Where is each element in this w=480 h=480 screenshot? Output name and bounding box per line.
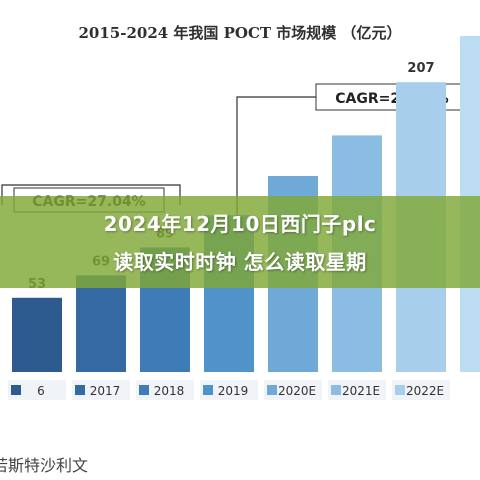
x-label-2018: 2018 (154, 384, 185, 398)
x-label-swatch-2019 (203, 385, 213, 395)
overlay-line-2: 读取实时时钟 怎么读取星期 (113, 250, 367, 274)
x-label-swatch-2016 (11, 385, 21, 395)
x-label-box-2017 (72, 380, 130, 400)
x-label-2022E: 2022E (406, 384, 444, 398)
x-label-box-2019 (200, 380, 258, 400)
x-label-swatch-2021E (331, 385, 341, 395)
bar-2016 (12, 297, 62, 372)
x-label-box-2020E (264, 380, 322, 400)
x-label-2016: 6 (37, 384, 45, 398)
bar-2017 (76, 275, 126, 372)
x-label-swatch-2017 (75, 385, 85, 395)
x-label-box-2022E (392, 380, 450, 400)
value-label-2022E: 207 (407, 61, 434, 76)
x-label-swatch-2018 (139, 385, 149, 395)
overlay-banner: 2024年12月10日西门子plc 读取实时时钟 怎么读取星期 (0, 196, 480, 288)
x-label-box-2021E (328, 380, 386, 400)
overlay-line-1: 2024年12月10日西门子plc (103, 212, 377, 236)
x-label-box-2018 (136, 380, 194, 400)
x-label-2019: 2019 (218, 384, 249, 398)
x-label-swatch-2022E (395, 385, 405, 395)
x-label-box-2016 (8, 380, 66, 400)
x-label-2020E: 2020E (278, 384, 316, 398)
x-label-swatch-2020E (267, 385, 277, 395)
x-axis-labels: 6 2017 2018 2019 2020E 2021E 2022E (8, 380, 450, 400)
x-label-2017: 2017 (90, 384, 121, 398)
chart-title: 2015-2024 年我国 POCT 市场规模 （亿元） (78, 24, 402, 42)
source-note: 若斯特沙利文 (0, 456, 89, 475)
x-label-2021E: 2021E (342, 384, 380, 398)
